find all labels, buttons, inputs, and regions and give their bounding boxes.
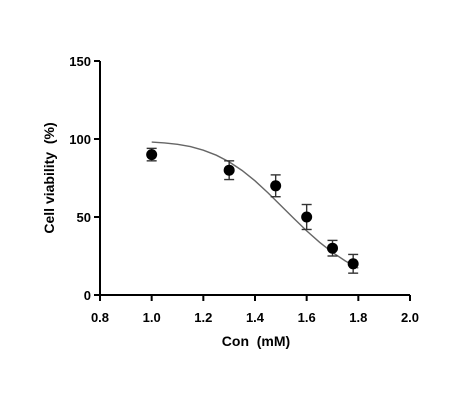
x-tick-label: 1.2 (194, 310, 212, 325)
data-point (270, 180, 282, 192)
y-tick-label: 100 (69, 132, 91, 147)
data-point (301, 211, 313, 223)
x-axis: 0.8 1.0 1.2 1.4 1.6 1.8 2.0 Con (mM) (91, 294, 419, 349)
data-point-group (223, 160, 235, 181)
y-axis-ticks: 0 50 100 150 (69, 54, 100, 303)
data-points-layer (146, 147, 359, 274)
x-tick-label: 1.0 (143, 310, 161, 325)
y-axis: 0 50 100 150 Cell viability (%) (41, 54, 101, 303)
y-tick-label: 150 (69, 54, 91, 69)
x-tick-label: 1.6 (298, 310, 316, 325)
x-tick-label: 0.8 (91, 310, 109, 325)
data-point-group (347, 253, 359, 274)
x-axis-title: Con (mM) (222, 333, 290, 349)
data-point (146, 149, 158, 161)
data-point (327, 242, 338, 254)
fit-curve-line (151, 141, 359, 269)
data-point-group (301, 203, 313, 231)
data-point-group (270, 174, 282, 198)
y-tick-label: 50 (77, 210, 91, 225)
data-point-group (327, 239, 338, 257)
y-tick-label: 0 (84, 288, 91, 303)
data-point (347, 258, 359, 270)
x-tick-label: 1.4 (246, 310, 265, 325)
fit-curve-layer (151, 141, 359, 269)
x-axis-ticks: 0.8 1.0 1.2 1.4 1.6 1.8 2.0 (91, 295, 419, 325)
y-axis-title: Cell viability (%) (41, 122, 57, 233)
data-point (223, 164, 235, 176)
x-tick-label: 2.0 (401, 310, 419, 325)
data-point-group (146, 147, 158, 162)
x-tick-label: 1.8 (349, 310, 367, 325)
